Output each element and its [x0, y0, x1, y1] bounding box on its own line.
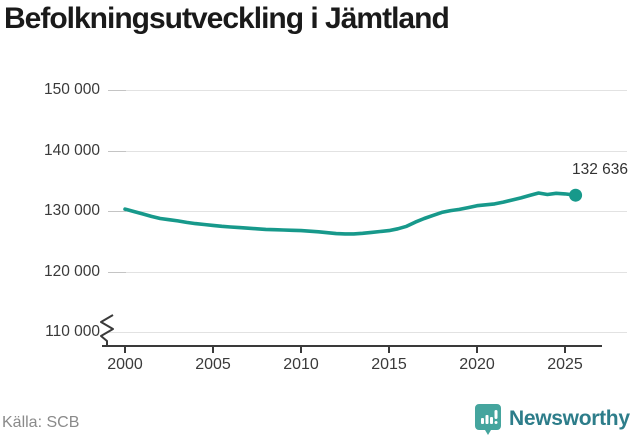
y-axis-tick-label: 120 000	[43, 263, 100, 280]
x-axis-tick	[124, 347, 126, 353]
logo-exclamation-dot-icon	[494, 420, 498, 424]
x-axis-tick-label: 2005	[195, 356, 231, 373]
gridline	[108, 211, 627, 212]
end-value-label: 132 636	[571, 161, 628, 178]
y-axis-tick-label: 130 000	[43, 202, 100, 219]
brand-name: Newsworthy	[509, 407, 630, 430]
x-axis-tick	[564, 347, 566, 353]
gridline	[108, 151, 627, 152]
x-axis-tick-label: 2000	[107, 356, 143, 373]
logo-exclamation-icon	[494, 409, 498, 419]
y-axis-tick-label: 140 000	[43, 142, 100, 159]
source-note: Källa: SCB	[2, 414, 80, 431]
x-axis-line	[102, 345, 602, 347]
chart-title: Befolkningsutveckling i Jämtland	[4, 2, 450, 35]
logo-bar-icon	[481, 417, 484, 424]
population-line	[123, 191, 578, 236]
x-axis-tick-label: 2010	[283, 356, 319, 373]
y-axis-tick	[108, 272, 126, 273]
x-axis-tick	[212, 347, 214, 353]
line-end-dot	[569, 188, 583, 202]
y-axis-tick	[108, 90, 126, 91]
gridline	[108, 332, 627, 333]
logo-bar-icon	[485, 414, 489, 424]
y-axis-tick	[108, 211, 126, 212]
x-axis-tick	[476, 347, 478, 353]
y-axis-tick	[108, 151, 126, 152]
x-axis-tick-label: 2015	[371, 356, 407, 373]
x-axis-tick-label: 2020	[459, 356, 495, 373]
gridline	[108, 90, 627, 91]
x-axis-tick	[300, 347, 302, 353]
newsworthy-logo: Newsworthy	[474, 402, 630, 436]
axis-break-icon	[100, 314, 114, 347]
x-axis-tick	[388, 347, 390, 353]
logo-bar-icon	[490, 416, 493, 424]
x-axis-tick-label: 2025	[547, 356, 583, 373]
y-axis-tick-label: 150 000	[43, 81, 100, 98]
gridline	[108, 272, 627, 273]
newsworthy-logo-icon	[475, 403, 501, 435]
y-axis-tick-label: 110 000	[45, 323, 100, 340]
